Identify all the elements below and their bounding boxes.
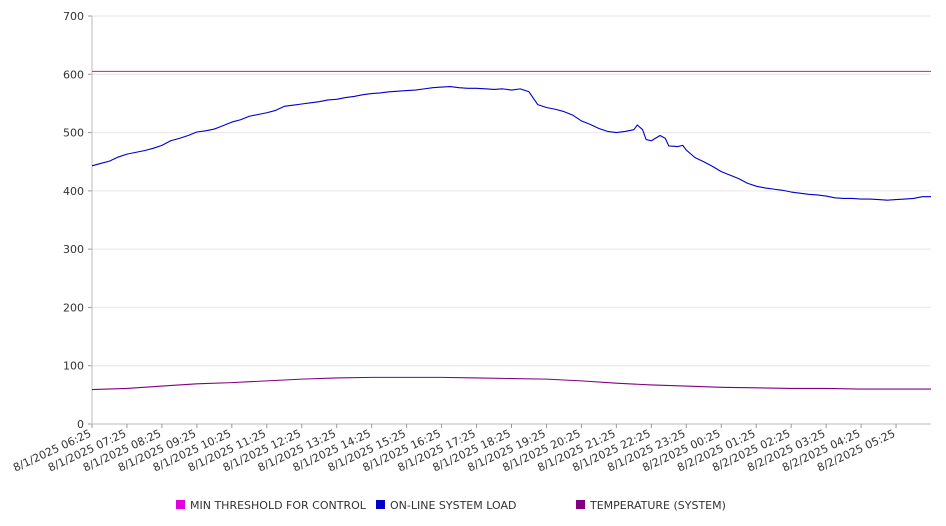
y-tick-label: 400 — [63, 185, 84, 198]
grid-lines — [92, 15, 931, 367]
y-tick-labels: 0 100 200 300 400 500 600 700 — [63, 10, 84, 431]
y-tick-label: 300 — [63, 243, 84, 256]
y-tick-label: 100 — [63, 360, 84, 373]
series-line-temperature-system — [91, 376, 931, 391]
series-line-on-line-system-load — [91, 85, 931, 201]
legend-label: MIN THRESHOLD FOR CONTROL — [190, 499, 367, 512]
legend-swatch — [176, 500, 185, 509]
legend-swatch — [376, 500, 385, 509]
legend-swatch — [576, 500, 585, 509]
series-lines — [91, 70, 931, 391]
y-tick-label: 500 — [63, 127, 84, 140]
legend: MIN THRESHOLD FOR CONTROL ON-LINE SYSTEM … — [176, 499, 726, 512]
legend-label: TEMPERATURE (SYSTEM) — [589, 499, 726, 512]
y-tick-label: 700 — [63, 10, 84, 23]
legend-label: ON-LINE SYSTEM LOAD — [390, 499, 516, 512]
x-tick-labels: 8/1/2025 06:258/1/2025 07:258/1/2025 08:… — [11, 427, 897, 475]
y-tick-label: 200 — [63, 301, 84, 314]
y-tick-label: 600 — [63, 68, 84, 81]
y-tick-label: 0 — [77, 418, 84, 431]
axes — [88, 15, 931, 428]
